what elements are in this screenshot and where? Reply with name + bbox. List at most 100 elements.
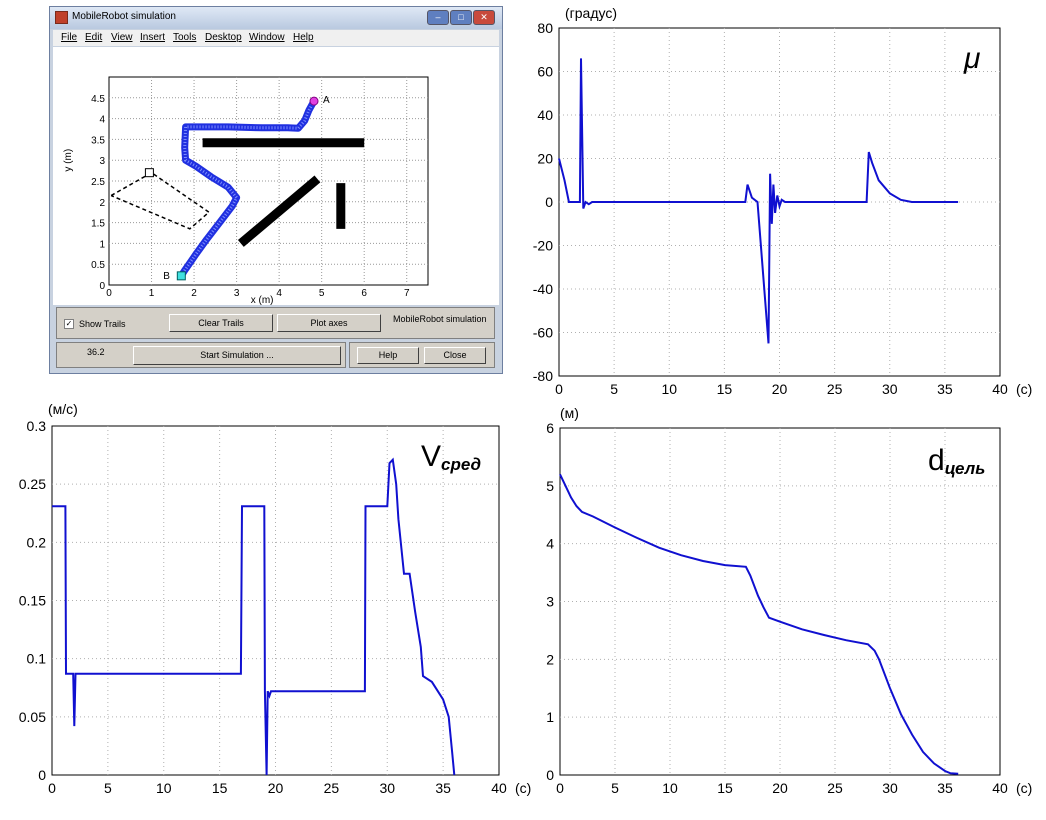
start-pose-outline [110,171,211,230]
d-x-tick-label: 25 [827,780,843,796]
traj-y-tick-label: 4 [99,115,105,126]
help-close-panel: Help Close [349,342,495,368]
v-x-tick-label: 35 [435,780,451,796]
traj-x-tick-label: 3 [234,288,240,299]
mu-y-tick-label: -40 [533,281,553,297]
v-x-tick-label: 15 [212,780,228,796]
traj-x-tick-label: 1 [149,288,155,299]
traj-x-tick-label: 5 [319,288,325,299]
traj-y-tick-label: 0 [99,281,105,292]
mu-chart: 0 5 10 15 20 25 30 35 40 -80 -60 -40 -20 0 20 40 60 80 (гр… [533,5,1033,397]
v-x-tick-label: 20 [268,780,284,796]
d-y-axis-label: (м) [560,405,579,421]
clear-trails-button[interactable]: Clear Trails [169,314,273,332]
v-x-tick-label: 10 [156,780,172,796]
traj-y-tick-label: 4.5 [91,94,105,105]
menu-bar: File Edit View Insert Tools Desktop Wind… [53,30,499,46]
traj-x-axis-label: x (m) [251,295,274,305]
mu-y-tick-label: 60 [537,64,553,80]
traj-x-tick-label: 7 [404,288,410,299]
minimize-icon[interactable]: – [427,10,449,25]
mu-y-tick-label: 40 [537,107,553,123]
d-y-tick-label: 2 [546,651,554,667]
v-y-tick-label: 0.3 [27,418,47,434]
mu-x-tick-label: 10 [661,381,677,397]
traj-y-axis-label: y (m) [63,149,74,172]
point-a-label: A [323,95,330,106]
mu-x-tick-label: 35 [937,381,953,397]
help-button[interactable]: Help [357,347,419,364]
mu-x-unit-label: (с) [1016,381,1032,397]
point-b-marker [176,271,186,281]
mu-y-tick-label: -60 [533,325,553,341]
mu-y-tick-label: -80 [533,368,553,384]
window-titlebar[interactable]: MobileRobot simulation – □ ✕ [50,7,502,29]
maximize-icon[interactable]: □ [450,10,472,25]
d-y-tick-label: 4 [546,536,554,552]
mu-x-tick-label: 0 [555,381,563,397]
mu-x-tick-label: 15 [717,381,733,397]
mu-y-tick-label: -20 [533,238,553,254]
time-readout: 36.2 [87,347,105,357]
d-chart-title: dцель [928,444,985,478]
figure-canvas: 0 1 2 3 4 5 6 7 0 0.5 1 1.5 2 2.5 3 3.5 4 4.5 x (m) y (m) A B [53,47,499,306]
mu-x-tick-label: 30 [882,381,898,397]
sim-name-label: MobileRobot simulation [393,314,487,324]
mu-x-tick-label: 5 [610,381,618,397]
close-button[interactable]: Close [424,347,486,364]
v-x-tick-label: 30 [379,780,395,796]
traj-x-tick-label: 0 [106,288,112,299]
v-y-axis-label: (м/с) [48,401,78,417]
mu-series-line [558,58,959,344]
mu-x-tick-label: 25 [827,381,843,397]
mu-x-tick-label: 40 [992,381,1008,397]
menu-insert[interactable]: Insert [140,32,166,43]
mu-y-tick-label: 0 [545,194,553,210]
v-y-tick-label: 0 [38,767,46,783]
menu-edit[interactable]: Edit [85,32,103,43]
close-icon[interactable]: ✕ [473,10,495,25]
matlab-app-icon [55,11,68,24]
menu-file[interactable]: File [61,32,78,43]
traj-y-tick-label: 1 [99,239,105,250]
d-y-tick-label: 1 [546,709,554,725]
simulation-window: MobileRobot simulation – □ ✕ File Edit V… [49,6,503,374]
traj-y-tick-label: 2.5 [91,177,105,188]
start-simulation-button[interactable]: Start Simulation ... [133,346,341,365]
menu-tools[interactable]: Tools [173,32,197,43]
distance-chart: 0 5 10 15 20 25 30 35 40 0 1 2 3 4 5 6 (м) (с) dцель [546,405,1032,796]
d-x-tick-label: 30 [882,780,898,796]
traj-y-tick-label: 3 [99,156,105,167]
show-trails-label: Show Trails [79,319,126,329]
v-y-tick-label: 0.25 [19,476,46,492]
mu-y-tick-label: 80 [537,20,553,36]
menu-help[interactable]: Help [293,32,314,43]
point-b-label: B [163,271,170,282]
mu-y-axis-label: (градус) [565,5,617,21]
menu-window[interactable]: Window [249,32,285,43]
controls-panel: ✓ Show Trails Clear Trails Plot axes Mob… [56,307,495,339]
v-x-tick-label: 0 [48,780,56,796]
v-y-tick-label: 0.2 [27,534,47,550]
traj-x-tick-label: 4 [276,288,282,299]
v-series-line [52,457,456,776]
v-chart-title: Vсред [421,440,481,474]
trajectory-plot: 0 1 2 3 4 5 6 7 0 0.5 1 1.5 2 2.5 3 3.5 4 4.5 x (m) y (m) A B [63,76,429,306]
d-y-tick-label: 5 [546,478,554,494]
menu-desktop[interactable]: Desktop [205,32,242,43]
v-x-tick-label: 5 [104,780,112,796]
window-title: MobileRobot simulation [72,11,176,22]
obstacle-wall [237,175,321,247]
menu-view[interactable]: View [111,32,133,43]
velocity-chart: 0 5 10 15 20 25 30 35 40 0 0.05 0.1 0.15 0.2 0.25 0.3(м… [19,401,532,796]
d-x-tick-label: 40 [992,780,1008,796]
d-x-tick-label: 5 [611,780,619,796]
d-x-tick-label: 35 [937,780,953,796]
show-trails-checkbox[interactable]: ✓ [64,319,74,329]
v-y-tick-label: 0.15 [19,593,46,609]
robot-trail-markers [180,100,316,277]
d-y-tick-label: 3 [546,594,554,610]
mu-x-tick-label: 20 [772,381,788,397]
plot-axes-button[interactable]: Plot axes [277,314,381,332]
traj-y-tick-label: 1.5 [91,219,105,230]
